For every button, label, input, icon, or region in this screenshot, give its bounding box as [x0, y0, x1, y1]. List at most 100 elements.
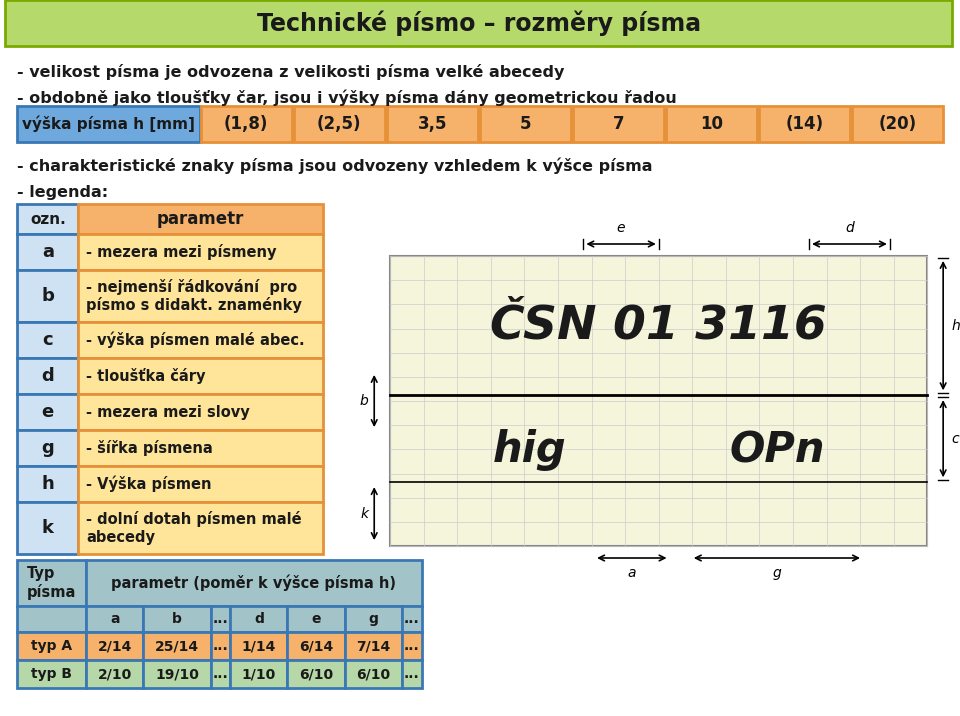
- Text: - legenda:: - legenda:: [17, 185, 108, 200]
- FancyBboxPatch shape: [86, 560, 421, 606]
- Text: e: e: [311, 612, 321, 626]
- FancyBboxPatch shape: [79, 502, 323, 554]
- Text: typ B: typ B: [32, 667, 72, 681]
- FancyBboxPatch shape: [86, 632, 143, 660]
- Text: 7/14: 7/14: [356, 639, 391, 653]
- FancyBboxPatch shape: [79, 270, 323, 322]
- Text: parametr: parametr: [157, 210, 245, 228]
- Text: - výška písmen malé abec.: - výška písmen malé abec.: [86, 332, 305, 348]
- Text: - obdobně jako tloušťky čar, jsou i výšky písma dány geometrickou řadou: - obdobně jako tloušťky čar, jsou i výšk…: [17, 90, 677, 106]
- Text: výška písma h [mm]: výška písma h [mm]: [22, 116, 195, 132]
- Text: - velikost písma je odvozena z velikosti písma velké abecedy: - velikost písma je odvozena z velikosti…: [17, 64, 564, 80]
- FancyBboxPatch shape: [17, 394, 79, 430]
- Text: - mezera mezi slovy: - mezera mezi slovy: [86, 405, 250, 420]
- FancyBboxPatch shape: [143, 660, 210, 688]
- FancyBboxPatch shape: [345, 660, 402, 688]
- FancyBboxPatch shape: [143, 606, 210, 632]
- Text: 19/10: 19/10: [156, 667, 199, 681]
- Text: a: a: [628, 566, 636, 580]
- Text: 2/14: 2/14: [98, 639, 132, 653]
- Text: b: b: [172, 612, 182, 626]
- Text: ČSN 01 3116: ČSN 01 3116: [491, 303, 828, 348]
- Text: 5: 5: [519, 115, 531, 133]
- FancyBboxPatch shape: [17, 106, 200, 142]
- Text: ozn.: ozn.: [30, 211, 65, 226]
- FancyBboxPatch shape: [387, 106, 478, 142]
- Text: a: a: [110, 612, 120, 626]
- Text: - Výška písmen: - Výška písmen: [86, 475, 212, 493]
- Text: 1/10: 1/10: [242, 667, 276, 681]
- FancyBboxPatch shape: [480, 106, 571, 142]
- FancyBboxPatch shape: [402, 606, 421, 632]
- Text: 7: 7: [612, 115, 624, 133]
- Text: parametr (poměr k výšce písma h): parametr (poměr k výšce písma h): [111, 575, 396, 591]
- FancyBboxPatch shape: [287, 660, 345, 688]
- FancyBboxPatch shape: [852, 106, 943, 142]
- Text: - mezera mezi písmeny: - mezera mezi písmeny: [86, 244, 276, 260]
- FancyBboxPatch shape: [345, 632, 402, 660]
- Text: - šířka písmena: - šířka písmena: [86, 440, 213, 456]
- Bar: [390, 256, 927, 546]
- Text: Technické písmo – rozměry písma: Technické písmo – rozměry písma: [256, 10, 701, 36]
- Text: b: b: [41, 287, 55, 305]
- FancyBboxPatch shape: [79, 358, 323, 394]
- FancyBboxPatch shape: [143, 632, 210, 660]
- FancyBboxPatch shape: [6, 0, 952, 46]
- Text: - tloušťka čáry: - tloušťka čáry: [86, 368, 205, 384]
- Text: k: k: [360, 507, 369, 521]
- FancyBboxPatch shape: [79, 466, 323, 502]
- Text: ...: ...: [212, 612, 228, 626]
- Text: Typ
písma: Typ písma: [27, 566, 77, 600]
- Text: h: h: [951, 319, 960, 333]
- Text: e: e: [617, 221, 625, 235]
- FancyBboxPatch shape: [17, 632, 86, 660]
- FancyBboxPatch shape: [17, 234, 79, 270]
- FancyBboxPatch shape: [86, 606, 143, 632]
- FancyBboxPatch shape: [86, 660, 143, 688]
- Text: - nejmenší řádkování  pro
písmo s didakt. znaménky: - nejmenší řádkování pro písmo s didakt.…: [86, 279, 302, 314]
- Text: g: g: [773, 566, 781, 580]
- FancyBboxPatch shape: [287, 606, 345, 632]
- FancyBboxPatch shape: [402, 660, 421, 688]
- Text: 6/14: 6/14: [299, 639, 333, 653]
- Text: d: d: [845, 221, 853, 235]
- FancyBboxPatch shape: [210, 606, 230, 632]
- FancyBboxPatch shape: [17, 270, 79, 322]
- FancyBboxPatch shape: [759, 106, 851, 142]
- FancyBboxPatch shape: [17, 660, 86, 688]
- FancyBboxPatch shape: [294, 106, 385, 142]
- FancyBboxPatch shape: [210, 660, 230, 688]
- FancyBboxPatch shape: [573, 106, 664, 142]
- Text: ...: ...: [404, 639, 420, 653]
- Text: g: g: [369, 612, 378, 626]
- FancyBboxPatch shape: [17, 430, 79, 466]
- FancyBboxPatch shape: [230, 606, 287, 632]
- Text: b: b: [360, 394, 369, 408]
- Text: 25/14: 25/14: [155, 639, 199, 653]
- Text: 6/10: 6/10: [356, 667, 391, 681]
- Text: 3,5: 3,5: [418, 115, 447, 133]
- Text: k: k: [42, 519, 54, 537]
- FancyBboxPatch shape: [79, 322, 323, 358]
- FancyBboxPatch shape: [230, 660, 287, 688]
- Text: h: h: [41, 475, 54, 493]
- Text: 6/10: 6/10: [299, 667, 333, 681]
- FancyBboxPatch shape: [79, 430, 323, 466]
- Text: (20): (20): [878, 115, 917, 133]
- Text: OPn: OPn: [730, 430, 825, 471]
- FancyBboxPatch shape: [79, 204, 323, 234]
- Text: (2,5): (2,5): [317, 115, 362, 133]
- Text: g: g: [41, 439, 54, 457]
- FancyBboxPatch shape: [17, 502, 79, 554]
- FancyBboxPatch shape: [79, 394, 323, 430]
- FancyBboxPatch shape: [17, 322, 79, 358]
- Text: a: a: [42, 243, 54, 261]
- FancyBboxPatch shape: [17, 560, 86, 606]
- FancyBboxPatch shape: [666, 106, 757, 142]
- Text: (1,8): (1,8): [224, 115, 269, 133]
- Text: hig: hig: [492, 430, 566, 471]
- Text: typ A: typ A: [32, 639, 72, 653]
- Text: e: e: [41, 403, 54, 421]
- Text: ...: ...: [404, 667, 420, 681]
- FancyBboxPatch shape: [402, 632, 421, 660]
